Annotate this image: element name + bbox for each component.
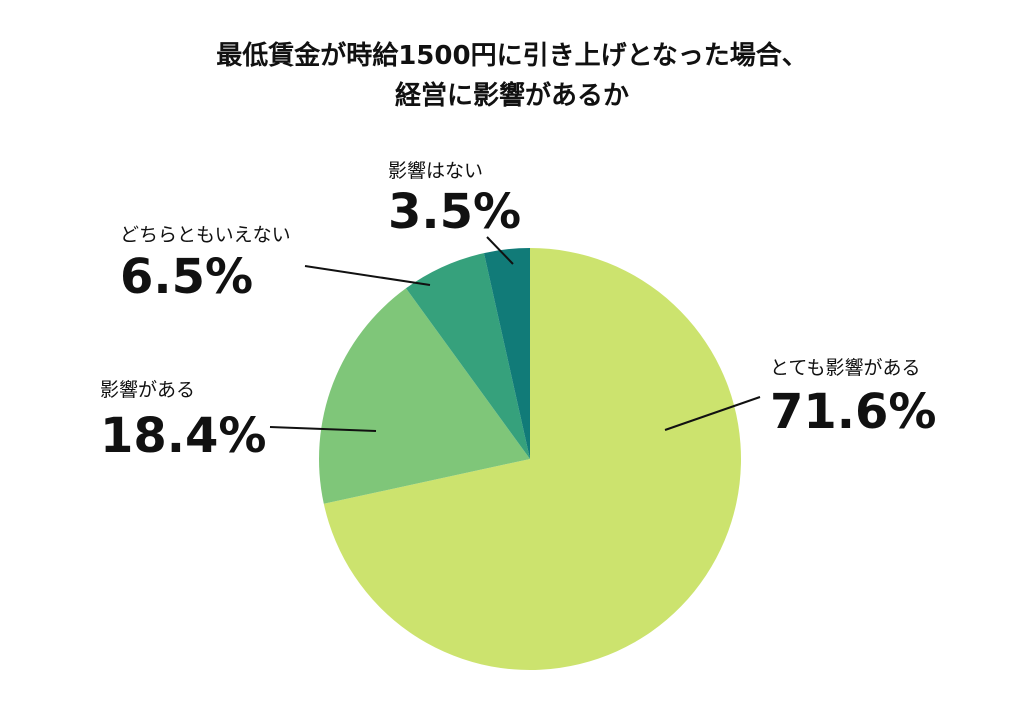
pie-slice-3 <box>405 253 530 459</box>
slice-label-1: とても影響がある <box>770 357 920 379</box>
slice-value-3: 6.5% <box>120 249 253 305</box>
slice-label-4: 影響はない <box>388 160 483 182</box>
slice-label-3: どちらともいえない <box>120 224 291 246</box>
leader-line-2 <box>269 426 377 432</box>
chart-title: 最低賃金が時給1500円に引き上げとなった場合、 経営に影響があるか <box>0 36 1024 116</box>
pie-slice-4 <box>483 248 530 459</box>
slice-value-2: 18.4% <box>100 408 267 464</box>
pie-slice-1 <box>323 248 742 670</box>
leader-line-1 <box>664 396 761 431</box>
leader-line-4 <box>486 236 514 265</box>
pie-slice-2 <box>319 288 530 504</box>
slice-value-4: 3.5% <box>388 184 521 240</box>
slice-label-2: 影響がある <box>100 379 195 401</box>
pie-slices <box>319 248 742 670</box>
chart-title-line-2: 経営に影響があるか <box>394 81 629 111</box>
slice-value-1: 71.6% <box>770 384 937 440</box>
leader-line-3 <box>304 265 431 286</box>
chart-title-line-1: 最低賃金が時給1500円に引き上げとなった場合、 <box>216 41 808 71</box>
